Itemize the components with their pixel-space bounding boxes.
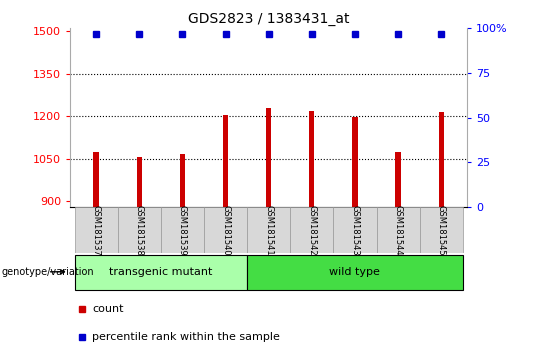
Text: GSM181541: GSM181541 xyxy=(264,205,273,256)
Bar xyxy=(137,158,142,207)
Text: GSM181545: GSM181545 xyxy=(437,205,445,256)
Bar xyxy=(247,255,463,290)
Bar xyxy=(290,207,333,253)
Text: genotype/variation: genotype/variation xyxy=(2,267,94,277)
Text: GSM181540: GSM181540 xyxy=(221,205,230,256)
Bar xyxy=(180,154,185,207)
Bar xyxy=(223,115,228,207)
Text: GSM181537: GSM181537 xyxy=(92,205,100,256)
Bar xyxy=(376,207,420,253)
Text: GSM181538: GSM181538 xyxy=(134,205,144,256)
Bar xyxy=(333,207,376,253)
Text: GSM181543: GSM181543 xyxy=(350,205,360,256)
Bar xyxy=(247,207,290,253)
Bar xyxy=(75,255,247,290)
Bar xyxy=(161,207,204,253)
Text: GSM181539: GSM181539 xyxy=(178,205,187,256)
Bar xyxy=(438,112,444,207)
Text: transgenic mutant: transgenic mutant xyxy=(109,267,212,277)
Text: count: count xyxy=(92,304,124,314)
Bar xyxy=(118,207,161,253)
Text: GSM181544: GSM181544 xyxy=(394,205,403,256)
Bar xyxy=(204,207,247,253)
Bar xyxy=(420,207,463,253)
Bar xyxy=(309,111,314,207)
Text: wild type: wild type xyxy=(329,267,380,277)
Text: GSM181542: GSM181542 xyxy=(307,205,316,256)
Title: GDS2823 / 1383431_at: GDS2823 / 1383431_at xyxy=(188,12,349,26)
Bar xyxy=(93,152,99,207)
Bar xyxy=(266,108,271,207)
Bar xyxy=(75,207,118,253)
Bar xyxy=(395,152,401,207)
Text: percentile rank within the sample: percentile rank within the sample xyxy=(92,332,280,342)
Bar xyxy=(352,117,357,207)
